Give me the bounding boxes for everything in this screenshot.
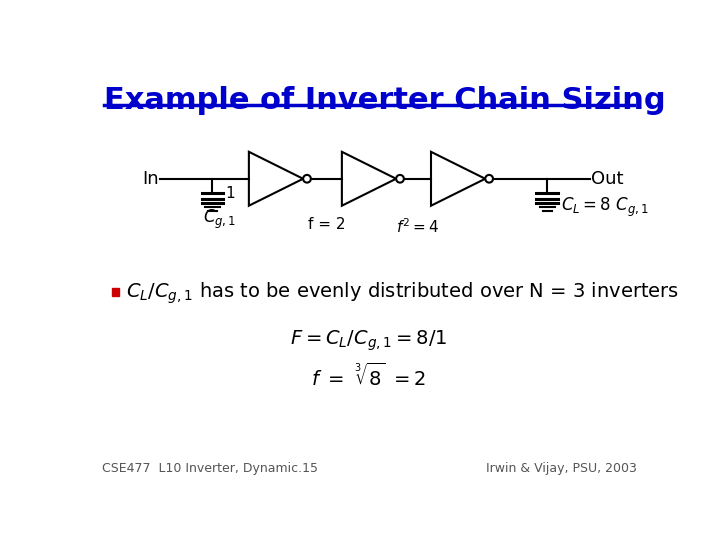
Text: $f^2 = 4$: $f^2 = 4$ <box>396 217 439 236</box>
Text: $C_{g,1}$: $C_{g,1}$ <box>203 208 236 231</box>
Text: $C_L = 8\ C_{g,1}$: $C_L = 8\ C_{g,1}$ <box>561 195 649 219</box>
Text: $C_L/C_{g,1}$ has to be evenly distributed over N = 3 inverters: $C_L/C_{g,1}$ has to be evenly distribut… <box>126 281 678 306</box>
Text: CSE477  L10 Inverter, Dynamic.15: CSE477 L10 Inverter, Dynamic.15 <box>102 462 318 475</box>
Text: Out: Out <box>591 170 624 188</box>
Text: $F = C_L/C_{g,1} = 8/1$: $F = C_L/C_{g,1} = 8/1$ <box>290 328 448 353</box>
Text: f = 2: f = 2 <box>307 217 345 232</box>
Bar <box>112 288 120 296</box>
Text: Example of Inverter Chain Sizing: Example of Inverter Chain Sizing <box>104 86 665 116</box>
Text: In: In <box>143 170 159 188</box>
Text: Irwin & Vijay, PSU, 2003: Irwin & Vijay, PSU, 2003 <box>485 462 636 475</box>
Text: $f\ =\ \sqrt[3]{8}\ = 2$: $f\ =\ \sqrt[3]{8}\ = 2$ <box>311 363 427 390</box>
Text: 1: 1 <box>225 186 235 201</box>
